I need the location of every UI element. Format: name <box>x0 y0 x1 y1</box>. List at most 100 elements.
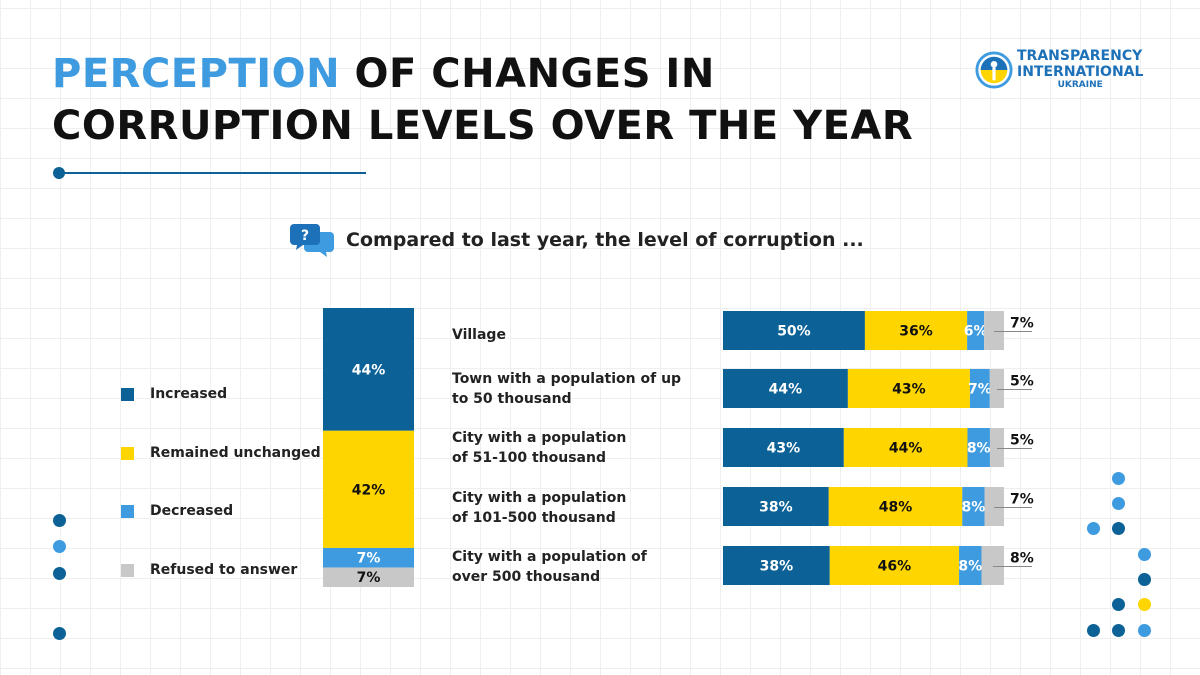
title-rest: OF CHANGES IN <box>340 51 715 97</box>
decorative-dot <box>53 514 66 527</box>
logo: TRANSPARENCY INTERNATIONAL UKRAINE <box>975 48 1143 91</box>
row-1-segment-increased <box>723 369 848 408</box>
title-underline-dot <box>53 167 65 179</box>
legend-label-increased: Increased <box>150 386 228 402</box>
row-0-segment-decreased <box>967 311 985 350</box>
row-2-segment-decreased <box>967 428 990 467</box>
row-0-segment-increased <box>723 311 865 350</box>
overall-bar-segment-increased <box>323 308 414 431</box>
row-0-label-increased: 50% <box>777 324 811 340</box>
row-0-label-decreased: 6% <box>964 324 988 340</box>
row-3-segment-increased <box>723 487 829 526</box>
legend-item-refused: Refused to answer <box>121 562 297 578</box>
legend-item-decreased: Decreased <box>121 503 233 519</box>
row-2-label-refused: 5% <box>1010 433 1034 449</box>
row-3-label-refused: 7% <box>1010 492 1034 508</box>
decorative-dot <box>1138 624 1151 637</box>
row-label-line: of 101-500 thousand <box>452 510 616 526</box>
row-0-segment-refused <box>984 311 1004 350</box>
transparency-international-logo-icon <box>975 50 1013 89</box>
decorative-dot <box>53 567 66 580</box>
overall-bar-segment-decreased <box>323 547 414 568</box>
row-label-line: of 51-100 thousand <box>452 450 606 466</box>
row-2-segment-increased <box>723 428 844 467</box>
decorative-dot <box>1087 624 1100 637</box>
row-0-label-refused: 7% <box>1010 316 1034 332</box>
svg-text:?: ? <box>301 228 309 244</box>
row-2-label-decreased: 8% <box>967 441 991 457</box>
question-prompt: ? Compared to last year, the level of co… <box>290 222 864 258</box>
row-4-label-refused: 8% <box>1010 551 1034 567</box>
logo-text-line-2: INTERNATIONAL <box>1017 64 1144 80</box>
row-label-town-up-to-50k: Town with a population of up to 50 thous… <box>452 369 702 409</box>
row-1-label-refused: 5% <box>1010 374 1034 390</box>
row-1-label-increased: 44% <box>769 382 803 398</box>
legend-label-refused: Refused to answer <box>150 562 298 578</box>
row-4-segment-refused <box>981 546 1004 585</box>
row-4-segment-increased <box>723 546 830 585</box>
row-1-segment-remained-unchanged <box>847 369 970 408</box>
row-label-line: Village <box>452 327 506 343</box>
row-2-segment-remained-unchanged <box>843 428 968 467</box>
row-4-segment-remained-unchanged <box>829 546 960 585</box>
row-label-line: City with a population <box>452 430 627 446</box>
row-3-label-decreased: 8% <box>962 500 986 516</box>
row-1-label-remained-unchanged: 43% <box>892 382 926 398</box>
decorative-dot <box>53 540 66 553</box>
question-text: Compared to last year, the level of corr… <box>346 229 864 251</box>
legend-swatch-increased <box>121 387 134 401</box>
row-0-segment-remained-unchanged <box>864 311 968 350</box>
row-label-line: Town with a population of up <box>452 371 682 387</box>
row-3-segment-refused <box>984 487 1004 526</box>
legend-swatch-refused <box>121 563 134 577</box>
row-2-label-increased: 43% <box>767 441 801 457</box>
title-line-2: CORRUPTION LEVELS OVER THE YEAR <box>52 103 914 149</box>
decorative-dot <box>1112 522 1125 535</box>
row-0-label-remained-unchanged: 36% <box>899 324 933 340</box>
decorative-dot <box>1087 522 1100 535</box>
row-3-segment-remained-unchanged <box>828 487 963 526</box>
row-label-city-over-500k: City with a population of over 500 thous… <box>452 547 702 587</box>
decorative-dot <box>1138 573 1151 586</box>
row-4-label-increased: 38% <box>760 559 794 575</box>
decorative-dot <box>1112 598 1125 611</box>
legend-swatch-remained-unchanged <box>121 446 134 460</box>
logo-text-line-1: TRANSPARENCY <box>1017 48 1143 64</box>
speech-bubbles-question-icon: ? <box>290 224 334 257</box>
row-label-line: City with a population <box>452 490 627 506</box>
decorative-dot <box>1112 497 1125 510</box>
legend-swatch-decreased <box>121 504 134 518</box>
row-label-line: to 50 thousand <box>452 391 572 407</box>
row-3-label-increased: 38% <box>759 500 793 516</box>
decorative-dot <box>1112 472 1125 485</box>
row-3-label-remained-unchanged: 48% <box>879 500 913 516</box>
logo-text-line-3: UKRAINE <box>1057 80 1103 90</box>
decorative-dot <box>1112 624 1125 637</box>
row-1-segment-refused <box>989 369 1004 408</box>
overall-bar-segment-refused <box>323 567 414 587</box>
row-1-label-decreased: 7% <box>968 382 992 398</box>
overall-bar-label-refused: 7% <box>357 570 381 586</box>
row-label-village: Village <box>452 325 702 345</box>
overall-bar-segment-remained-unchanged <box>323 430 414 548</box>
legend-item-remained-unchanged: Remained unchanged <box>121 445 321 461</box>
row-4-label-remained-unchanged: 46% <box>878 559 912 575</box>
overall-bar-label-increased: 44% <box>352 362 386 378</box>
decorative-dot <box>1138 548 1151 561</box>
row-1-segment-decreased <box>969 369 990 408</box>
overall-bar-label-remained-unchanged: 42% <box>352 482 386 498</box>
row-label-line: City with a population of <box>452 549 647 565</box>
page-title: PERCEPTION OF CHANGES IN CORRUPTION LEVE… <box>52 48 913 152</box>
row-label-city-101-500k: City with a population of 101-500 thousa… <box>452 488 702 528</box>
title-accent: PERCEPTION <box>52 51 341 97</box>
row-3-segment-decreased <box>962 487 985 526</box>
row-4-label-decreased: 8% <box>958 559 982 575</box>
decorative-dot <box>1138 598 1151 611</box>
row-label-line: over 500 thousand <box>452 569 601 585</box>
row-4-segment-decreased <box>959 546 982 585</box>
legend-label-decreased: Decreased <box>150 503 234 519</box>
overall-bar-label-decreased: 7% <box>357 551 381 567</box>
row-2-label-remained-unchanged: 44% <box>889 441 923 457</box>
title-underline <box>56 172 366 174</box>
